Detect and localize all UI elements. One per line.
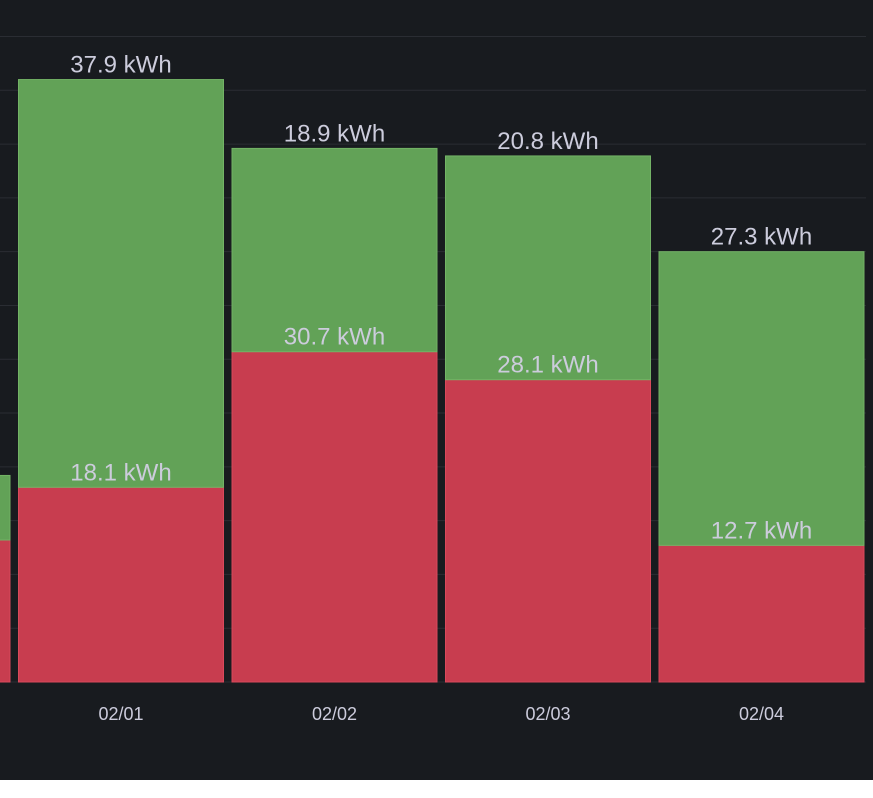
bars — [0, 79, 865, 683]
bar-segment-2-4[interactable] — [445, 155, 651, 381]
x-axis-ticks: 02/01 02/02 02/03 02/04 — [98, 704, 784, 724]
bar-segment-2-3[interactable] — [231, 147, 438, 353]
data-label: 12.7 kWh — [711, 517, 812, 544]
bar-segment-1-4[interactable] — [445, 379, 651, 683]
bar-segment-1-1[interactable] — [0, 539, 11, 683]
bar-chart: 18.1 kWh 37.9 kWh 30.7 kWh 18.9 kWh 28.1 kWh… — [0, 36, 866, 724]
data-label: 20.8 kWh — [497, 128, 598, 155]
data-label: 18.1 kWh — [70, 459, 171, 486]
bar-segment-1-5[interactable] — [658, 544, 865, 683]
data-label: 27.3 kWh — [711, 224, 812, 251]
data-label: 28.1 kWh — [497, 352, 598, 379]
bar-segment-1-2[interactable] — [18, 486, 224, 683]
bar-segment-1-3[interactable] — [231, 351, 438, 683]
chart-panel: 18.1 kWh 37.9 kWh 30.7 kWh 18.9 kWh 28.1 kWh… — [0, 0, 873, 780]
data-label: 18.9 kWh — [284, 120, 385, 147]
x-tick-label: 02/04 — [739, 704, 784, 724]
bar-segment-2-1[interactable] — [0, 474, 11, 541]
bar-segment-2-2[interactable] — [18, 79, 224, 488]
data-label: 30.7 kWh — [284, 324, 385, 351]
data-label: 37.9 kWh — [70, 52, 171, 79]
x-tick-label: 02/01 — [98, 704, 143, 724]
x-tick-label: 02/03 — [525, 704, 570, 724]
data-labels: 18.1 kWh 37.9 kWh 30.7 kWh 18.9 kWh 28.1 kWh… — [70, 52, 812, 545]
x-tick-label: 02/02 — [312, 704, 357, 724]
bar-segment-2-5[interactable] — [658, 251, 865, 546]
